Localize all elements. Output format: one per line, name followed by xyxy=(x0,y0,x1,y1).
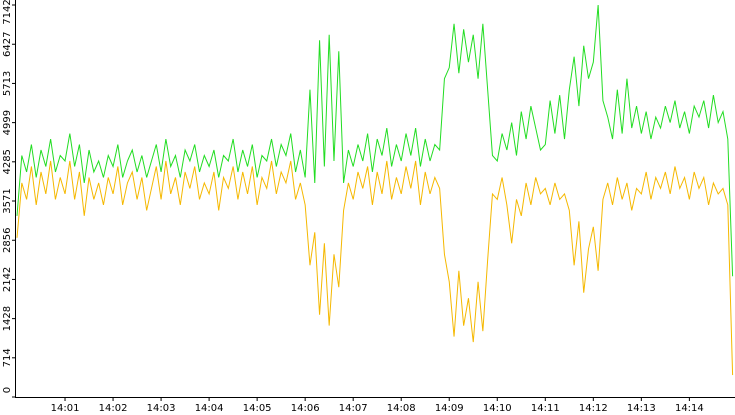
y-tick-label: 2142 xyxy=(2,267,13,292)
x-tick-label: 14:05 xyxy=(243,403,272,414)
x-tick-label: 14:10 xyxy=(483,403,512,414)
x-tick-label: 14:07 xyxy=(339,403,368,414)
y-tick-label: 0 xyxy=(2,387,13,393)
x-tick-label: 14:13 xyxy=(627,403,656,414)
y-tick-label: 3571 xyxy=(2,188,13,213)
x-tick-label: 14:02 xyxy=(99,403,128,414)
x-tick-label: 14:06 xyxy=(291,403,320,414)
y-tick-label: 4285 xyxy=(2,149,13,174)
x-tick-label: 14:09 xyxy=(435,403,464,414)
x-tick-label: 14:14 xyxy=(675,403,704,414)
y-tick-label: 1428 xyxy=(2,306,13,331)
x-tick-label: 14:04 xyxy=(195,403,224,414)
x-tick-label: 14:11 xyxy=(531,403,560,414)
series-line xyxy=(16,160,734,376)
y-tick-label: 5713 xyxy=(2,71,13,96)
x-tick-label: 14:08 xyxy=(387,403,416,414)
y-tick-label: 714 xyxy=(2,348,13,367)
y-tick-label: 7142 xyxy=(2,0,13,25)
x-tick-label: 14:01 xyxy=(51,403,80,414)
series-line xyxy=(16,4,734,277)
y-tick-label: 4999 xyxy=(2,110,13,135)
y-tick-label: 6427 xyxy=(2,32,13,57)
x-tick-label: 14:12 xyxy=(579,403,608,414)
x-tick-label: 14:03 xyxy=(147,403,176,414)
y-tick-label: 2856 xyxy=(2,228,13,253)
